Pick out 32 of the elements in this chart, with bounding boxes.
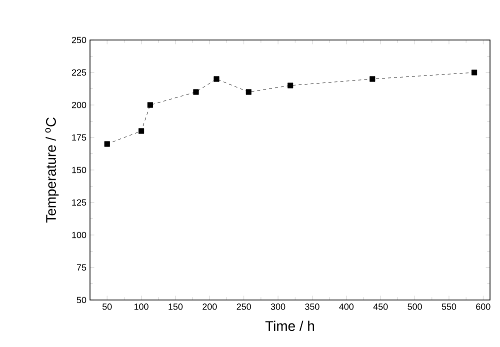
point — [138, 128, 144, 134]
x-tick-label: 400 — [339, 304, 354, 310]
y-tick-label: 75 — [76, 264, 86, 271]
y-axis-title: Temperature / $^{o}$C — [45, 118, 59, 223]
x-tick-label: 450 — [373, 304, 388, 310]
x-axis-title: Time / h — [265, 320, 314, 331]
y-tick-label: 250 — [72, 36, 86, 44]
x-tick-label: 500 — [408, 304, 422, 310]
x-tick-label: 200 — [202, 304, 217, 310]
point — [246, 89, 252, 95]
point — [471, 70, 478, 76]
point — [288, 82, 294, 88]
point — [104, 141, 110, 147]
point — [193, 89, 199, 95]
x-tick-label: 250 — [236, 304, 251, 310]
y-tick-label: 175 — [72, 134, 86, 141]
x-tick-label: 100 — [134, 304, 148, 310]
y-tick-label: 100 — [72, 232, 86, 238]
point — [370, 76, 376, 82]
point — [147, 102, 153, 108]
x-tick-label: 300 — [270, 304, 286, 310]
x-tick-label: 50 — [102, 304, 112, 310]
y-tick-label: 125 — [72, 199, 86, 206]
y-tick-label: 50 — [76, 296, 86, 304]
x-tick-label: 350 — [305, 304, 320, 310]
y-tick-label: 200 — [72, 102, 86, 108]
y-tick-label: 225 — [72, 69, 86, 76]
x-tick-label: 550 — [442, 304, 456, 310]
x-tick-label: 150 — [168, 304, 183, 310]
x-tick-label: 600 — [476, 304, 490, 310]
y-tick-label: 150 — [72, 166, 86, 174]
point — [214, 76, 220, 82]
